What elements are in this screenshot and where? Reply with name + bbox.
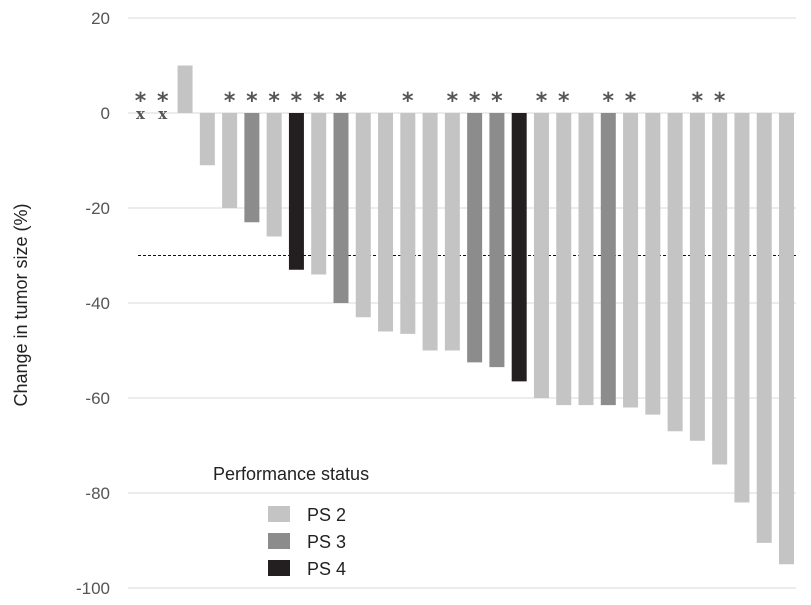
asterisk-marker: * bbox=[625, 89, 637, 114]
legend-label-ps4: PS 4 bbox=[307, 559, 346, 579]
legend-label-ps3: PS 3 bbox=[307, 532, 346, 552]
bar bbox=[288, 113, 304, 270]
bar bbox=[578, 113, 594, 406]
legend-title: Performance status bbox=[213, 464, 369, 484]
bar bbox=[400, 113, 416, 334]
bar bbox=[355, 113, 371, 318]
asterisk-marker: * bbox=[714, 89, 726, 114]
bar bbox=[712, 113, 728, 465]
bar bbox=[244, 113, 260, 223]
asterisk-marker: * bbox=[157, 89, 169, 114]
asterisk-marker: * bbox=[335, 89, 347, 114]
y-tick-label: 0 bbox=[101, 104, 110, 123]
asterisk-marker: * bbox=[291, 89, 303, 114]
bar bbox=[311, 113, 327, 275]
bar bbox=[177, 65, 193, 113]
y-tick-label: -40 bbox=[85, 294, 110, 313]
asterisk-marker: * bbox=[313, 89, 325, 114]
asterisk-marker: * bbox=[491, 89, 503, 114]
asterisk-marker: * bbox=[469, 89, 481, 114]
asterisk-marker: * bbox=[536, 89, 548, 114]
legend-label-ps2: PS 2 bbox=[307, 505, 346, 525]
bar bbox=[378, 113, 394, 332]
bar bbox=[422, 113, 438, 351]
asterisk-marker: * bbox=[246, 89, 258, 114]
bar bbox=[779, 113, 794, 565]
legend-swatch-ps4 bbox=[268, 560, 290, 576]
bars bbox=[177, 65, 794, 565]
asterisk-marker: * bbox=[692, 89, 704, 114]
bar bbox=[645, 113, 661, 415]
grid-lines bbox=[128, 17, 796, 589]
y-tick-label: 20 bbox=[91, 9, 110, 28]
legend-swatch-ps3 bbox=[268, 533, 290, 549]
y-tick-label: -80 bbox=[85, 484, 110, 503]
y-axis-ticks: 20 0 -20 -40 -60 -80 -100 bbox=[76, 9, 110, 598]
y-tick-label: -20 bbox=[85, 199, 110, 218]
bar bbox=[734, 113, 750, 503]
bar bbox=[467, 113, 483, 363]
bar bbox=[689, 113, 705, 441]
bar bbox=[667, 113, 683, 432]
y-tick-label: -60 bbox=[85, 389, 110, 408]
y-axis-title: Change in tumor size (%) bbox=[11, 203, 31, 406]
bar bbox=[556, 113, 572, 406]
legend-swatch-ps2 bbox=[268, 506, 290, 522]
asterisk-marker: * bbox=[447, 89, 459, 114]
bar bbox=[444, 113, 460, 351]
asterisk-marker: * bbox=[558, 89, 570, 114]
bar bbox=[266, 113, 282, 237]
bar bbox=[533, 113, 549, 398]
bar-markers: *x *x * * * * * * * * * * * * * * * * bbox=[135, 89, 726, 123]
x-marker: x bbox=[136, 105, 146, 123]
bar bbox=[199, 113, 215, 166]
legend: Performance status PS 2 PS 3 PS 4 bbox=[213, 464, 369, 579]
x-marker: x bbox=[158, 105, 168, 123]
bar bbox=[511, 113, 527, 382]
asterisk-marker: * bbox=[268, 89, 280, 114]
asterisk-marker: * bbox=[402, 89, 414, 114]
asterisk-marker: * bbox=[603, 89, 615, 114]
bar bbox=[623, 113, 639, 408]
asterisk-marker: * bbox=[224, 89, 236, 114]
asterisk-marker: * bbox=[135, 89, 147, 114]
bar bbox=[333, 113, 349, 303]
bar bbox=[600, 113, 616, 406]
bar bbox=[756, 113, 772, 543]
y-tick-label: -100 bbox=[76, 579, 110, 598]
bar bbox=[222, 113, 238, 208]
bar bbox=[489, 113, 505, 368]
